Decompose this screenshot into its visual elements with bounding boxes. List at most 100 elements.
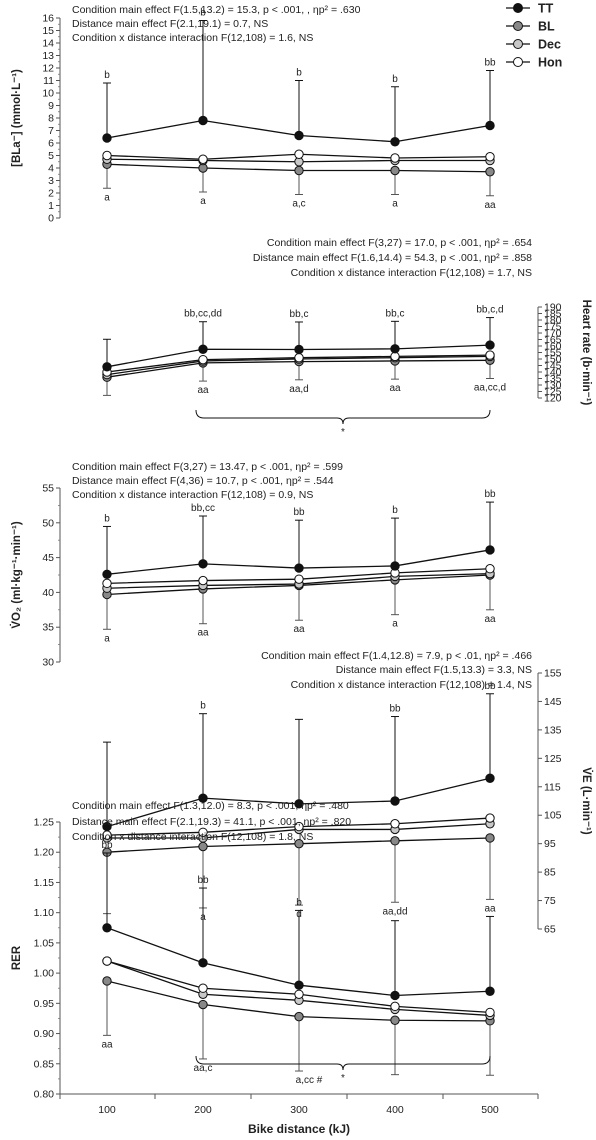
point-hon bbox=[390, 819, 400, 829]
y-tick-label: 95 bbox=[544, 838, 556, 850]
y-tick-label: 135 bbox=[544, 724, 562, 736]
y-tick-label: 13 bbox=[42, 50, 54, 62]
legend-label: TT bbox=[538, 2, 554, 16]
stats-line: Condition x distance interaction F(12,10… bbox=[291, 267, 532, 279]
point-tt bbox=[102, 569, 112, 580]
stats-line: Condition main effect F(3,27) = 17.0, p … bbox=[267, 237, 532, 249]
point-hon bbox=[390, 1001, 400, 1012]
point-tt bbox=[198, 344, 208, 354]
x-axis-label: Bike distance (kJ) bbox=[248, 1122, 350, 1136]
point-hon bbox=[198, 827, 208, 837]
point-hon bbox=[294, 574, 304, 584]
point-hon bbox=[102, 956, 112, 966]
y-tick-label: 145 bbox=[544, 696, 562, 708]
point-bl bbox=[485, 167, 495, 177]
y-tick-label: 1.20 bbox=[34, 847, 55, 859]
y-tick-label: 0.90 bbox=[34, 1028, 55, 1040]
point-tt bbox=[485, 545, 495, 555]
point-bl bbox=[390, 836, 400, 846]
legend-label: BL bbox=[538, 20, 555, 34]
sig-label-above: b bbox=[104, 513, 110, 524]
y-tick-label: 2 bbox=[48, 188, 54, 200]
y-tick-label: 170 bbox=[544, 328, 562, 340]
y-tick-label: 160 bbox=[544, 341, 562, 353]
y-tick-label: 155 bbox=[544, 347, 562, 359]
point-tt bbox=[390, 137, 400, 147]
stats-line: Condition main effect F(3,27) = 13.47, p… bbox=[72, 461, 343, 473]
y-tick-label: 40 bbox=[42, 587, 54, 599]
point-bl bbox=[102, 976, 112, 986]
sig-label-above: b bbox=[392, 74, 398, 85]
point-bl bbox=[198, 999, 208, 1010]
sig-label-above: b bbox=[200, 701, 206, 712]
stats-line: Distance main effect F(2.1,19.1) = 0.7, … bbox=[72, 18, 268, 30]
y-tick-label: 135 bbox=[544, 373, 562, 385]
y-tick-label: 7 bbox=[48, 125, 54, 137]
sig-label-above: bb,cc bbox=[191, 503, 215, 514]
sig-label-above: bb bbox=[197, 875, 209, 886]
y-tick-label: 10 bbox=[42, 88, 54, 100]
point-tt bbox=[198, 559, 208, 569]
sig-label-below: a bbox=[392, 199, 398, 210]
point-hon bbox=[294, 149, 304, 159]
y-tick-label: 4 bbox=[48, 163, 54, 175]
point-bl bbox=[294, 838, 304, 849]
y-axis-label: [BLa⁻] (mmol·L⁻¹) bbox=[11, 69, 23, 167]
sig-label-below: aa bbox=[484, 614, 496, 625]
legend-label: Hon bbox=[538, 56, 562, 70]
y-axis-label: V̇O₂ (ml·kg⁻¹·min⁻¹) bbox=[10, 521, 23, 628]
y-tick-label: 75 bbox=[544, 895, 556, 907]
sig-label-above: bb bbox=[484, 489, 496, 500]
y-tick-label: 0.85 bbox=[34, 1058, 55, 1070]
bracket-asterisk: * bbox=[341, 1073, 345, 1084]
y-axis-label: RER bbox=[11, 945, 23, 970]
sig-label-above: b bbox=[200, 8, 206, 19]
y-tick-label: 140 bbox=[544, 367, 562, 379]
y-tick-label: 120 bbox=[544, 393, 562, 405]
significance-bracket bbox=[195, 1055, 491, 1071]
point-bl bbox=[390, 1015, 400, 1025]
y-axis-label: Heart rate (b·min⁻¹) bbox=[580, 300, 592, 406]
y-tick-label: 180 bbox=[544, 315, 562, 327]
sig-label-below: aa bbox=[484, 903, 496, 914]
sig-label-above: b bbox=[296, 68, 302, 79]
point-tt bbox=[294, 799, 304, 809]
point-tt bbox=[294, 980, 304, 990]
y-tick-label: 0.95 bbox=[34, 998, 55, 1010]
y-tick-label: 1.00 bbox=[34, 968, 55, 980]
sig-label-above: bb,c bbox=[290, 309, 309, 320]
stats-line: Condition x distance interaction F(12,10… bbox=[72, 831, 313, 843]
point-tt bbox=[102, 133, 112, 143]
point-tt bbox=[102, 923, 112, 933]
y-tick-label: 150 bbox=[544, 354, 562, 366]
sig-label-below: a,cc # bbox=[296, 1075, 323, 1086]
sig-label-above: bb bbox=[484, 58, 496, 69]
stats-line: Distance main effect F(1.6,14.4) = 54.3,… bbox=[253, 252, 532, 264]
y-tick-label: 11 bbox=[43, 75, 54, 87]
point-tt bbox=[485, 773, 495, 783]
sig-label-below: a bbox=[200, 196, 206, 207]
y-tick-label: 1.25 bbox=[34, 817, 55, 829]
stats-line: Condition x distance interaction F(12,10… bbox=[72, 32, 313, 44]
y-tick-label: 50 bbox=[42, 517, 54, 529]
y-tick-label: 55 bbox=[42, 483, 54, 495]
sig-label-below: aa bbox=[197, 628, 209, 639]
y-tick-label: 12 bbox=[42, 63, 54, 75]
sig-label-below: a bbox=[104, 633, 110, 644]
y-tick-label: 45 bbox=[42, 552, 54, 564]
point-hon bbox=[198, 354, 208, 365]
point-tt bbox=[390, 561, 400, 571]
point-hon bbox=[102, 578, 112, 589]
y-tick-label: 1 bbox=[48, 200, 54, 212]
y-tick-label: 175 bbox=[544, 321, 562, 333]
sig-label-above: bb,c bbox=[386, 308, 405, 319]
legend-marker-hon bbox=[513, 57, 523, 67]
point-tt bbox=[485, 340, 495, 350]
sig-label-below: aa,cc,d bbox=[474, 383, 506, 394]
point-tt bbox=[102, 821, 112, 832]
point-tt bbox=[390, 344, 400, 354]
y-tick-label: 1.05 bbox=[34, 937, 55, 949]
point-tt bbox=[198, 958, 208, 968]
stats-line: Distance main effect F(1.5,13.3) = 3.3, … bbox=[336, 664, 532, 676]
y-tick-label: 0.80 bbox=[34, 1089, 55, 1101]
